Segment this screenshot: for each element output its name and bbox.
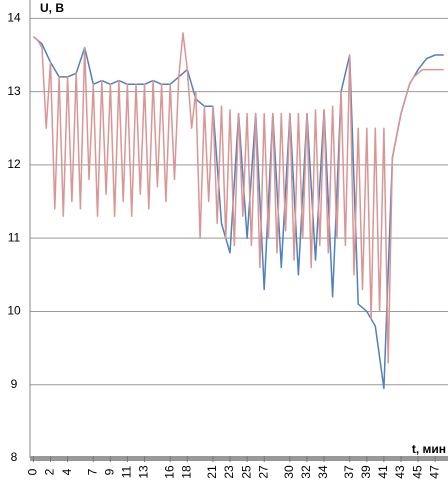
y-tick-label: 10 [7,304,21,318]
series-line [32,32,444,364]
x-tick-label: 27 [256,465,270,479]
x-tick-label: 9 [103,468,117,475]
x-tick-label: 32 [299,465,313,479]
x-tick-label: 23 [222,465,236,479]
x-tick-label: 18 [179,465,193,479]
y-tick-label: 8 [11,450,18,464]
x-tick-label: 45 [410,465,424,479]
x-tick-label: 21 [205,465,219,479]
x-tick-label: 11 [120,465,134,478]
y-tick-label: 11 [8,230,21,244]
x-tick-label: 0 [26,468,40,475]
x-tick-label: 2 [43,468,57,475]
x-tick-label: 30 [282,465,296,479]
x-axis-label: t, мин [412,442,446,456]
x-tick-label: 37 [342,465,356,479]
y-tick-label: 9 [11,377,18,391]
x-tick-label: 43 [393,465,407,479]
x-tick-label: 47 [427,465,441,479]
y-tick-label: 12 [7,157,21,171]
chart-title: U, B [40,1,64,15]
x-tick-label: 7 [85,468,99,475]
x-axis [30,456,448,461]
y-tick-label: 14 [7,10,21,24]
x-tick-label: 34 [316,465,330,479]
x-tick-label: 13 [137,465,151,479]
x-tick-label: 25 [239,465,253,479]
x-tick-label: 16 [162,465,176,479]
x-tick-label: 4 [60,468,74,475]
y-tick-label: 13 [7,84,21,98]
x-tick-label: 39 [359,465,373,479]
x-tick-label: 41 [376,465,390,479]
